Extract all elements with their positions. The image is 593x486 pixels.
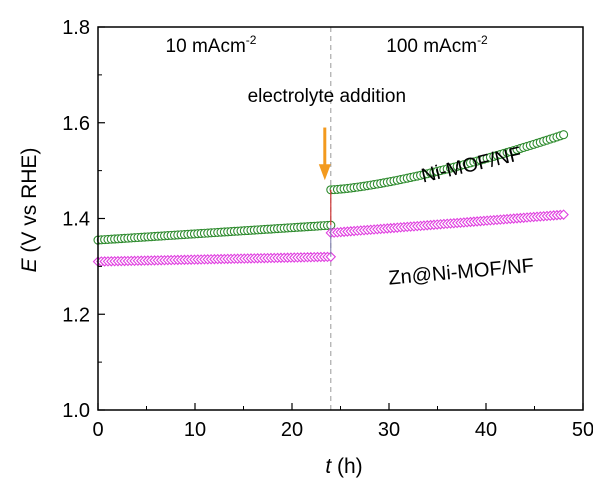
x-axis-label: t (h) bbox=[325, 455, 362, 478]
y-tick-label: 1.2 bbox=[62, 304, 90, 326]
y-tick-label: 1.6 bbox=[62, 113, 90, 135]
annotation-arrow-head bbox=[318, 164, 331, 181]
x-tick-label: 20 bbox=[281, 419, 303, 441]
x-tick-label: 50 bbox=[572, 419, 593, 441]
y-tick-label: 1.8 bbox=[62, 17, 90, 39]
electrolyte-annotation: electrolyte addition bbox=[248, 86, 406, 181]
series-layer bbox=[92, 130, 569, 267]
x-tick-label: 10 bbox=[184, 419, 206, 441]
region-label-10: 10 mAcm-2 bbox=[166, 33, 257, 57]
axes: 0 10 20 30 40 50 1.0 1.2 1.4 1.6 1.8 bbox=[62, 17, 593, 441]
annotation-label: electrolyte addition bbox=[248, 86, 406, 107]
x-tick-label: 30 bbox=[378, 419, 400, 441]
x-tick-label: 0 bbox=[92, 419, 103, 441]
region-label-100: 100 mAcm-2 bbox=[386, 33, 488, 57]
series-label-ni-mof: Ni-MOF/NF bbox=[419, 143, 524, 187]
series-label-zn-ni-mof: Zn@Ni-MOF/NF bbox=[388, 255, 535, 290]
y-tick-label: 1.0 bbox=[62, 400, 90, 422]
data-point bbox=[558, 209, 569, 220]
y-tick-label: 1.4 bbox=[62, 209, 90, 231]
y-axis-label: E (V vs RHE) bbox=[18, 148, 41, 273]
x-tick-label: 40 bbox=[475, 419, 497, 441]
current-density-regions: 10 mAcm-2 100 mAcm-2 bbox=[166, 33, 489, 57]
data-point bbox=[559, 130, 569, 140]
